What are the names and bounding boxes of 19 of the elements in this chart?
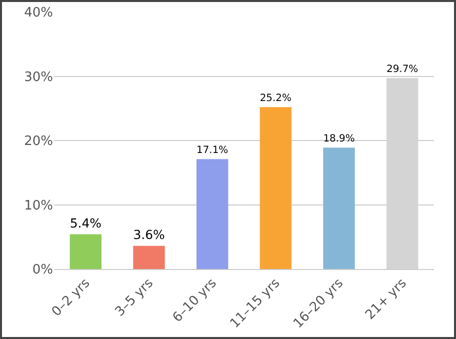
data-label: 18.9% xyxy=(323,134,355,145)
y-tick-label: 0% xyxy=(32,262,53,278)
x-tick-label: 21+ yrs xyxy=(362,276,410,323)
data-label: 29.7% xyxy=(386,64,418,76)
data-label: 17.1% xyxy=(196,145,228,156)
y-tick-label: 40% xyxy=(24,6,53,21)
y-tick-label: 30% xyxy=(24,70,53,85)
bar xyxy=(323,148,355,269)
bar xyxy=(260,107,292,269)
bar xyxy=(133,246,165,269)
data-label: 3.6% xyxy=(133,227,165,242)
bar xyxy=(196,159,228,269)
data-label: 5.4% xyxy=(70,215,102,230)
y-tick-label: 20% xyxy=(24,134,53,150)
bar xyxy=(70,234,102,269)
x-tick-label: 3–5 yrs xyxy=(112,276,157,320)
x-tick-label: 0–2 yrs xyxy=(49,276,94,320)
data-label: 25.2% xyxy=(260,93,292,104)
y-tick-label: 10% xyxy=(24,198,53,214)
